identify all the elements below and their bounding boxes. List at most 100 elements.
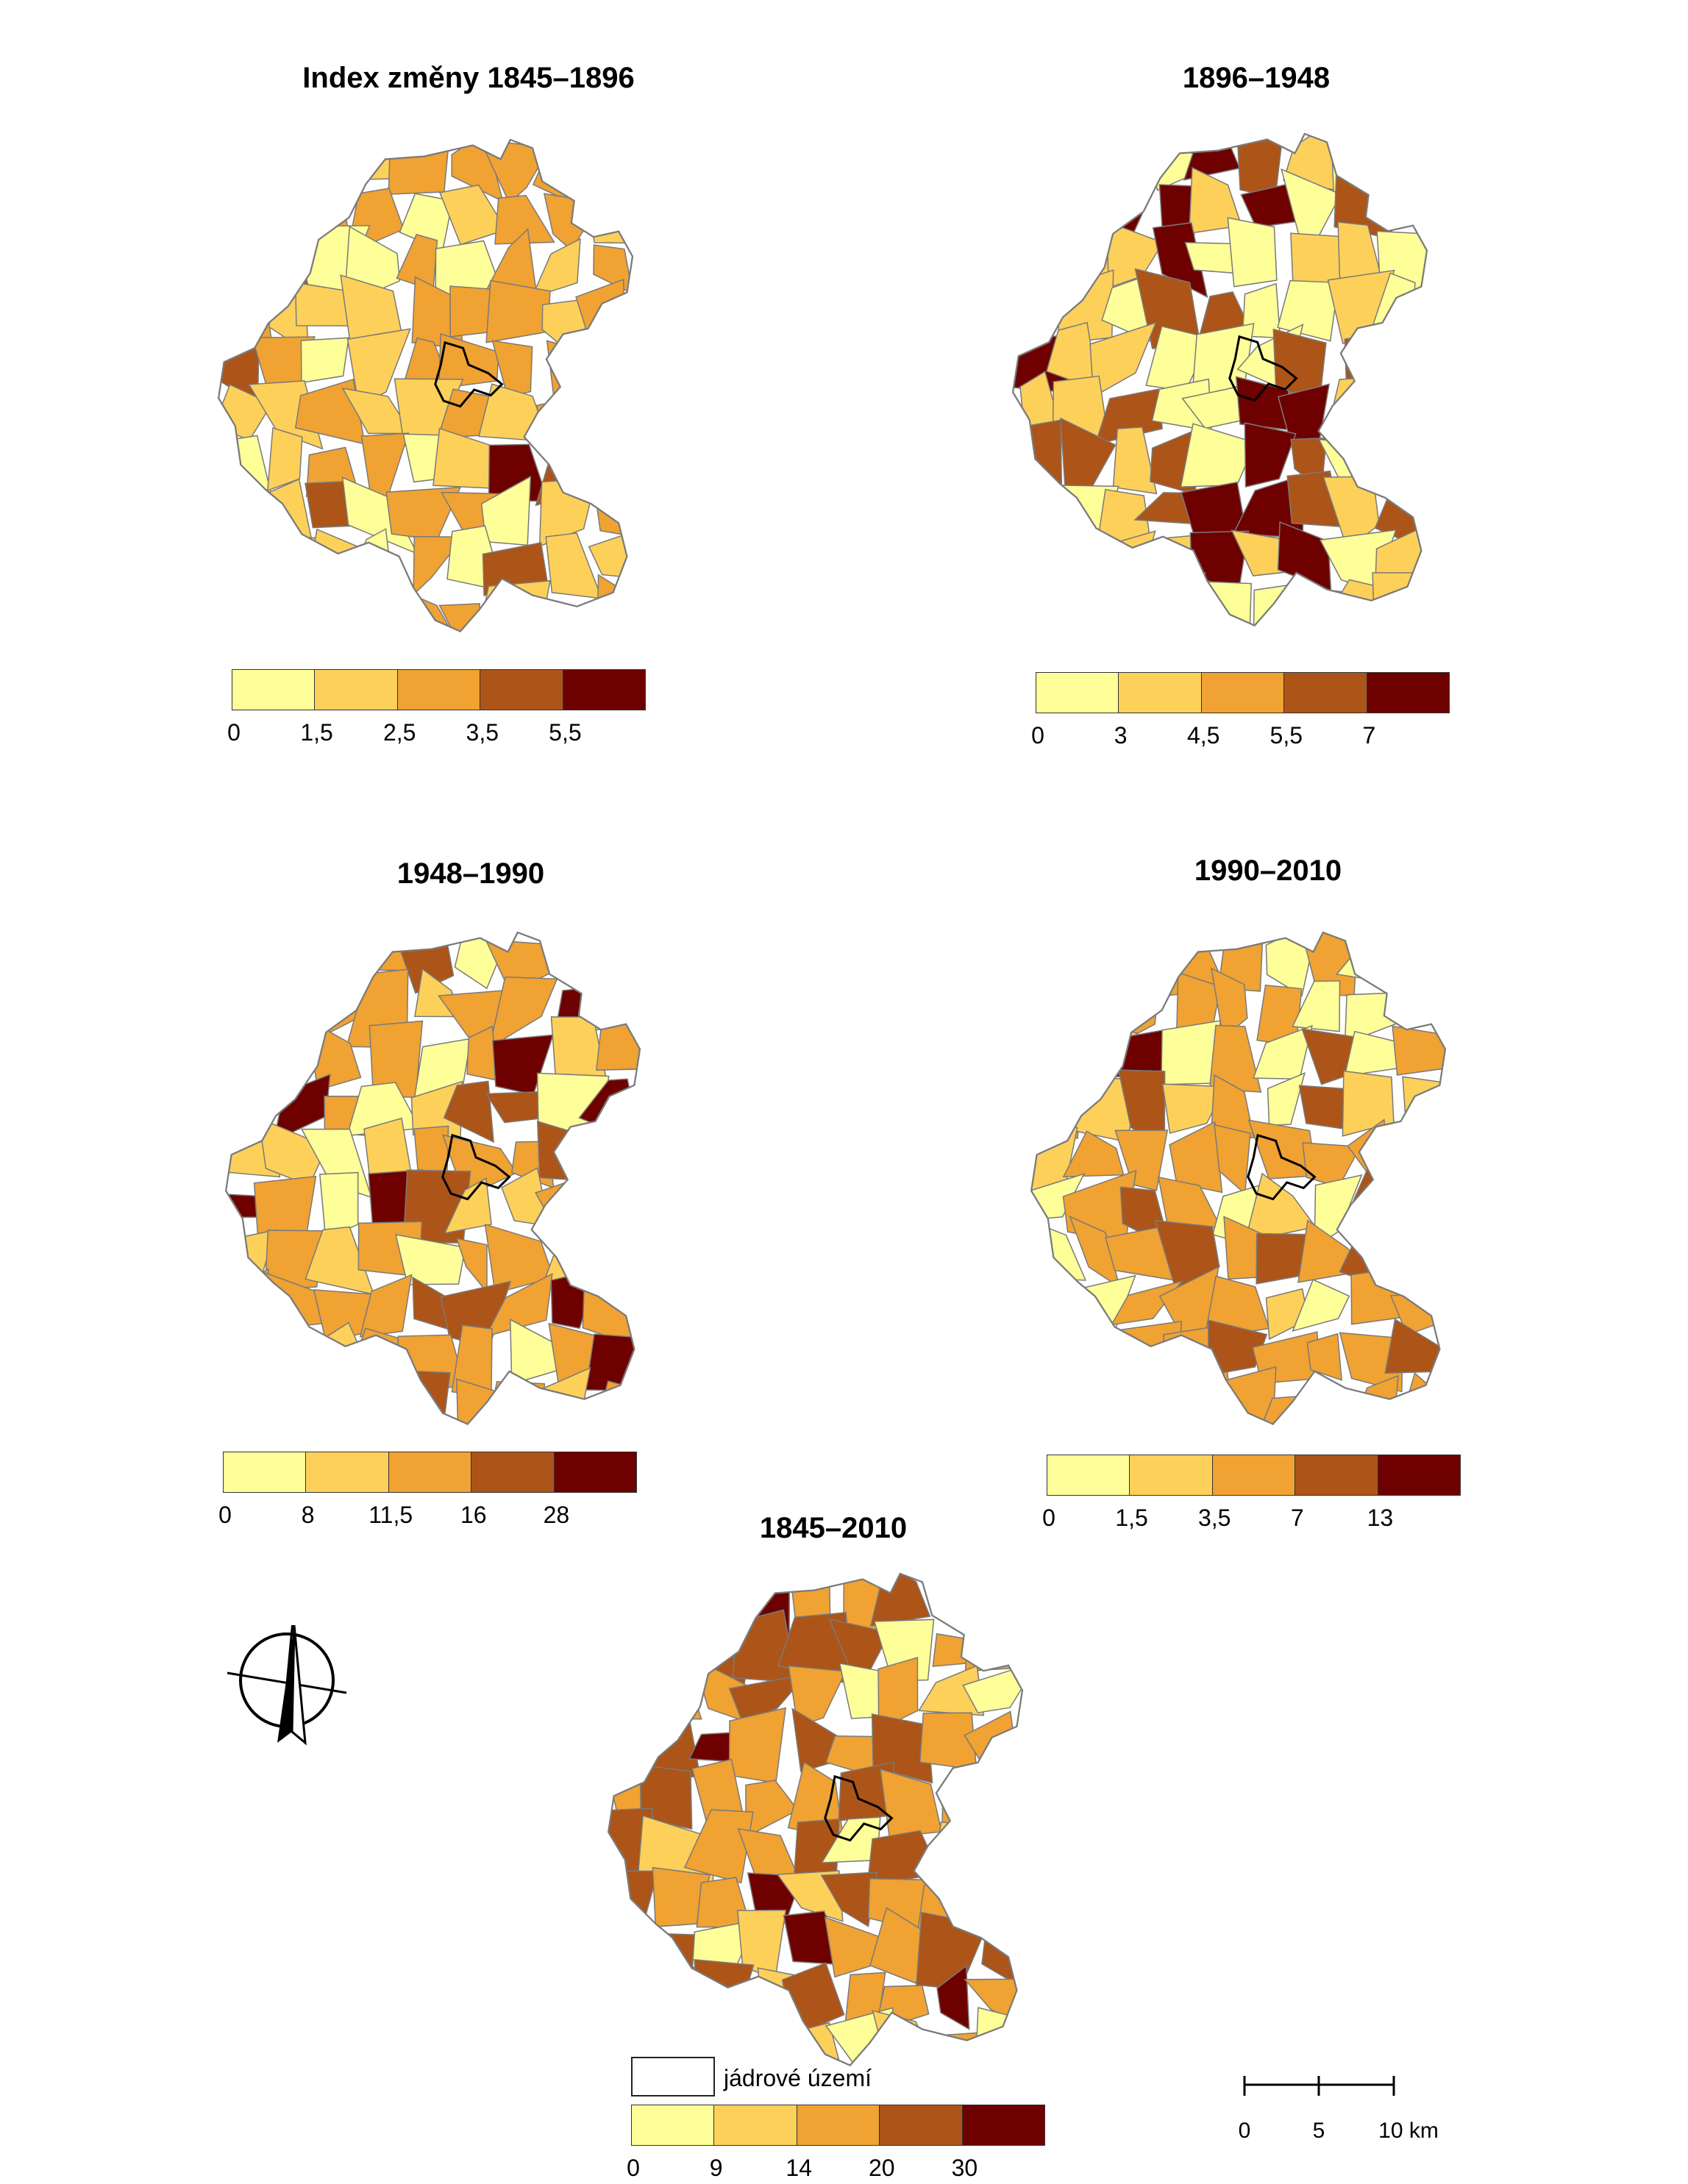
municipality-region (1208, 1024, 1262, 1093)
core-territory-swatch (631, 2057, 715, 2096)
municipality-region (579, 177, 633, 244)
municipality-region (788, 1665, 847, 1727)
scale-tick-5: 5 (1312, 2119, 1325, 2143)
legend-break-label: 7 (1362, 722, 1376, 749)
municipality-region (1387, 1224, 1445, 1283)
legend-bin-3 (1212, 1455, 1296, 1495)
study-area-outline (1030, 931, 1447, 1426)
municipality-region (688, 1732, 737, 1763)
municipality-region (1292, 980, 1341, 1032)
municipality-region (1013, 282, 1064, 334)
municipality-region (608, 1574, 655, 1641)
legend-bin-3 (797, 2105, 880, 2145)
scale-bar-line (1243, 2076, 1395, 2096)
municipality-region (1101, 134, 1159, 193)
legend-break-label: 20 (869, 2155, 895, 2181)
legend-bin-5 (554, 1452, 637, 1492)
municipality-region (641, 1970, 695, 2038)
municipality-region (1133, 1372, 1182, 1424)
scale-tick-0: 0 (1238, 2119, 1251, 2143)
municipality-region (974, 2007, 1022, 2066)
municipality-region (820, 1871, 878, 1927)
municipality-region (931, 1574, 972, 1617)
municipality-region (1061, 991, 1134, 1020)
legend-color-bar (223, 1452, 637, 1493)
municipality-regions (226, 932, 640, 1424)
legend-break-label: 0 (627, 2155, 640, 2181)
legend-break-label: 5,5 (1269, 722, 1303, 749)
municipality-region (608, 1870, 659, 1926)
legend-color-bar (1036, 672, 1450, 713)
legend-color-bar (631, 2105, 1045, 2146)
municipality-region (1169, 1121, 1223, 1193)
municipality-region (254, 223, 310, 286)
municipality-region (226, 983, 279, 1044)
municipality-region (227, 486, 260, 544)
municipality-region (1383, 417, 1427, 485)
municipality-region (1111, 933, 1173, 980)
municipality-region (218, 195, 264, 239)
legend-bin-2 (1130, 1455, 1213, 1495)
municipality-region (591, 475, 628, 535)
municipality-region (395, 1234, 466, 1285)
legend-break-label: 3,5 (1197, 1505, 1231, 1531)
municipality-region (1100, 576, 1149, 626)
municipality-region (1339, 1332, 1403, 1393)
municipality-region (395, 1370, 451, 1424)
municipality-region (877, 1657, 919, 1731)
north-arrow-icon (227, 1625, 347, 1746)
municipality-region (583, 1121, 640, 1189)
scale-tick-10-km: 10 km (1378, 2119, 1439, 2143)
municipality-region (1112, 427, 1158, 495)
legend-bin-4 (480, 670, 563, 710)
municipality-region (318, 1171, 359, 1241)
choropleth-map-1948-1990 (224, 931, 641, 1426)
legend-break-label: 3 (1114, 722, 1128, 749)
municipality-region (269, 534, 321, 599)
municipality-region (1015, 578, 1051, 626)
municipality-region (444, 1177, 492, 1234)
legend-bin-1 (1047, 1455, 1130, 1495)
core-territory-outline (434, 340, 504, 408)
municipality-region (346, 328, 411, 407)
municipality-region (580, 140, 633, 206)
study-area-outline (224, 931, 641, 1426)
legend-break-label: 0 (218, 1502, 232, 1528)
municipality-region (596, 1017, 640, 1071)
municipality-region (1409, 970, 1445, 1024)
municipality-region (1139, 134, 1199, 191)
municipality-region (588, 1186, 640, 1247)
legend-break-label: 11,5 (368, 1502, 413, 1528)
legend-1948-1990: 0 8 11,5 16 28 (218, 1452, 637, 1532)
municipality-region (1031, 1371, 1083, 1424)
legend-bin-5 (962, 2105, 1045, 2145)
municipality-region (484, 1272, 553, 1338)
municipality-region (1031, 932, 1091, 991)
municipality-region (301, 932, 360, 996)
municipality-region (292, 593, 363, 632)
legend-break-label: 7 (1290, 1505, 1304, 1531)
municipality-region (262, 932, 331, 993)
legend-color-bar (1047, 1455, 1461, 1496)
municipality-region (866, 1830, 941, 1886)
municipality-region (1114, 1130, 1169, 1191)
municipality-region (1244, 422, 1297, 488)
legend-break-label: 4,5 (1186, 722, 1220, 749)
map-title-1845-1896: Index změny 1845–1896 (302, 62, 635, 94)
municipality-region (1272, 328, 1327, 396)
legend-bin-5 (563, 670, 646, 710)
municipality-region (1013, 135, 1050, 183)
municipality-region (728, 1673, 808, 1722)
municipality-region (608, 1658, 659, 1732)
legend-break-label: 13 (1367, 1505, 1394, 1531)
legend-break-label: 1,5 (300, 719, 333, 746)
municipality-region (1091, 530, 1156, 599)
municipality-region (1013, 221, 1064, 294)
municipality-region (300, 337, 349, 384)
municipality-region (262, 140, 313, 188)
municipality-region (1339, 1374, 1399, 1424)
legend-bin-1 (1036, 673, 1119, 713)
municipality-region (1210, 1074, 1255, 1141)
scale-bar: 0 5 10 km (1236, 2070, 1439, 2151)
municipality-region (1060, 538, 1109, 577)
